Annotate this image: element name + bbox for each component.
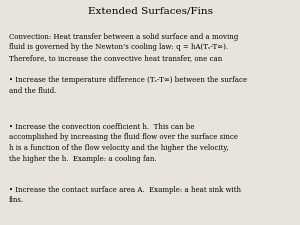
Text: • Increase the temperature difference (Tₛ-T∞) between the surface
and the fluid.: • Increase the temperature difference (T… — [9, 76, 247, 95]
Text: • Increase the convection coefficient h.  This can be
accomplished by increasing: • Increase the convection coefficient h.… — [9, 123, 238, 163]
Text: Extended Surfaces/Fins: Extended Surfaces/Fins — [88, 7, 212, 16]
Text: Convection: Heat transfer between a solid surface and a moving
fluid is governed: Convection: Heat transfer between a soli… — [9, 33, 238, 62]
Text: • Increase the contact surface area A.  Example: a heat sink with
fins.: • Increase the contact surface area A. E… — [9, 186, 241, 204]
